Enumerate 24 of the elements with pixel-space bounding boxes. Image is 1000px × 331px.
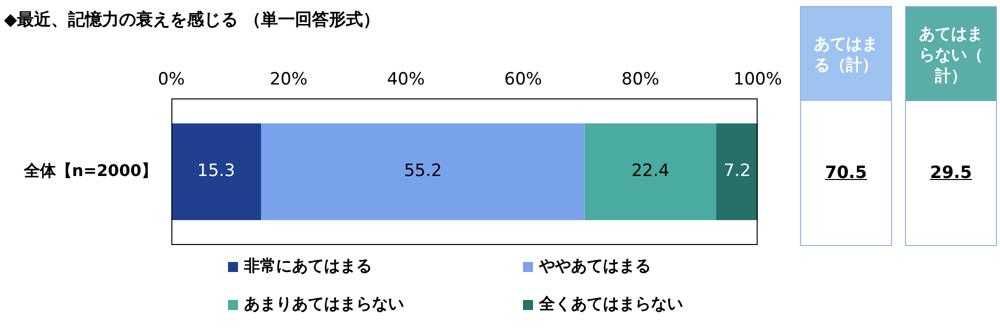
bar (716, 123, 758, 220)
text: 29.5 (929, 162, 973, 185)
x-tick-label: 20% (270, 70, 308, 90)
x-tick-label: 0% (158, 70, 185, 90)
data-label: 15.3 (197, 161, 236, 182)
data-label: 22.4 (631, 161, 670, 182)
bar (584, 123, 716, 220)
x-tick-label: 60% (504, 70, 542, 90)
bar (171, 123, 262, 220)
legend-label: ややあてはまる (539, 256, 651, 277)
x-tick-label: 40% (386, 70, 425, 90)
text: あてはまる（計） (801, 7, 891, 101)
text: 70.5 (824, 162, 868, 185)
data-label: 7.2 (724, 161, 751, 182)
chart-title: ◆最近、記憶力の衰えを感じる （単一回答形式） (4, 9, 380, 31)
text: あてはまらない（計） (906, 7, 996, 101)
data-label: 55.2 (404, 161, 442, 182)
legend-label: あまりあてはまらない (244, 294, 404, 315)
x-tick-label: 100% (733, 70, 782, 90)
y-tick-label: 全体【n=2000】 (23, 160, 158, 180)
legend-label: 全くあてはまらない (539, 294, 683, 315)
x-tick-label: 80% (622, 70, 660, 90)
bar (261, 123, 585, 220)
legend-label: 非常にあてはまる (244, 256, 372, 277)
